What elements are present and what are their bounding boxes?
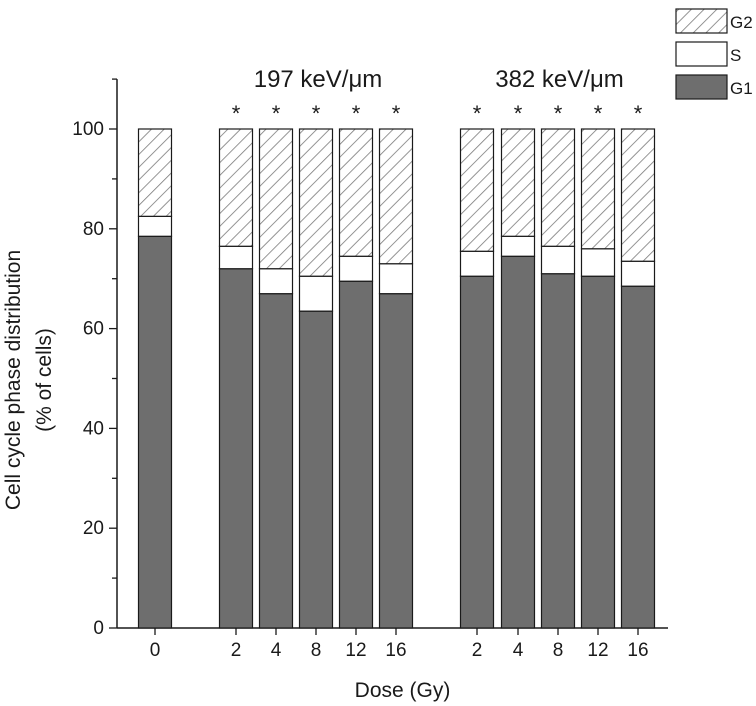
- legend: G2 S G1: [675, 8, 753, 100]
- bar-segment-s: [540, 245, 576, 275]
- significance-star: *: [514, 101, 523, 126]
- x-tick-label: 16: [627, 640, 648, 661]
- group-label: 197 keV/μm: [254, 66, 383, 93]
- y-tick-label: 40: [83, 418, 104, 439]
- bar-segment-g2: [258, 128, 294, 270]
- legend-label-g1: G1: [730, 79, 753, 98]
- bar-segment-g1: [620, 285, 656, 629]
- bar-segment-g2: [218, 128, 254, 247]
- bar-segment-g2: [378, 128, 414, 265]
- bars: [137, 128, 656, 629]
- bar-segment-s: [459, 250, 495, 277]
- bar-segment-s: [620, 260, 656, 287]
- y-axis-title-line1: Cell cycle phase distribution: [2, 250, 25, 510]
- bar-segment-g2: [137, 128, 173, 217]
- x-tick-label: 8: [553, 640, 564, 661]
- x-tick-label: 12: [345, 640, 366, 661]
- y-axis-title: Cell cycle phase distribution (% of cells…: [2, 250, 56, 510]
- axes: 0 20 40 60 80 100: [72, 78, 668, 639]
- bar-segment-g1: [137, 235, 173, 629]
- bar-segment-s: [378, 263, 414, 295]
- labels: 0 2 4 8 12 16 2 4 8 12 16 * * * * * * * * * * 197 keV/μm 382 k…: [2, 66, 649, 702]
- significance-star: *: [634, 101, 643, 126]
- x-tick-label: 16: [385, 640, 406, 661]
- y-tick-label: 100: [72, 119, 104, 140]
- y-tick-label: 20: [83, 518, 104, 539]
- bar-segment-s: [580, 248, 616, 277]
- legend-label-s: S: [730, 46, 741, 65]
- x-tick-label: 12: [587, 640, 608, 661]
- bar-segment-g1: [540, 273, 576, 629]
- y-tick-label: 0: [93, 618, 104, 639]
- bar-segment-g1: [500, 255, 536, 629]
- bar-segment-g1: [580, 275, 616, 629]
- bar-segment-g1: [459, 275, 495, 629]
- y-axis-title-line2: (% of cells): [33, 328, 56, 432]
- x-tick-label: 2: [472, 640, 483, 661]
- significance-star: *: [473, 101, 482, 126]
- bar-segment-g2: [298, 128, 334, 277]
- significance-star: *: [272, 101, 281, 126]
- bar-segment-s: [338, 255, 374, 282]
- bar-segment-g1: [378, 293, 414, 629]
- significance-star: *: [392, 101, 401, 126]
- bar-segment-g2: [338, 128, 374, 257]
- group-label: 382 keV/μm: [495, 66, 624, 93]
- y-tick-label: 60: [83, 319, 104, 340]
- significance-star: *: [352, 101, 361, 126]
- bar-segment-g2: [459, 128, 495, 252]
- significance-star: *: [554, 101, 563, 126]
- bar-segment-g2: [580, 128, 616, 250]
- bar-segment-g2: [540, 128, 576, 247]
- bar-segment-g1: [218, 268, 254, 629]
- bar-segment-s: [137, 215, 173, 237]
- x-tick-label: 0: [150, 640, 161, 661]
- significance-star: *: [312, 101, 321, 126]
- x-tick-label: 4: [513, 640, 524, 661]
- bar-segment-g1: [338, 280, 374, 629]
- x-tick-label: 8: [311, 640, 322, 661]
- bar-segment-g1: [258, 293, 294, 629]
- legend-swatch-g2: [675, 8, 728, 34]
- x-tick-label: 2: [231, 640, 242, 661]
- bar-segment-s: [298, 275, 334, 312]
- legend-swatch-g1: [675, 74, 728, 100]
- bar-segment-s: [218, 245, 254, 270]
- bar-segment-g2: [620, 128, 656, 262]
- legend-label-g2: G2: [730, 13, 753, 32]
- bar-segment-g2: [500, 128, 536, 237]
- bar-segment-s: [258, 268, 294, 295]
- bar-segment-g1: [298, 310, 334, 629]
- y-tick-label: 80: [83, 219, 104, 240]
- significance-star: *: [232, 101, 241, 126]
- significance-star: *: [594, 101, 603, 126]
- x-axis-title: Dose (Gy): [355, 679, 451, 702]
- legend-swatch-s: [675, 41, 728, 67]
- bar-segment-s: [500, 235, 536, 257]
- x-tick-label: 4: [271, 640, 282, 661]
